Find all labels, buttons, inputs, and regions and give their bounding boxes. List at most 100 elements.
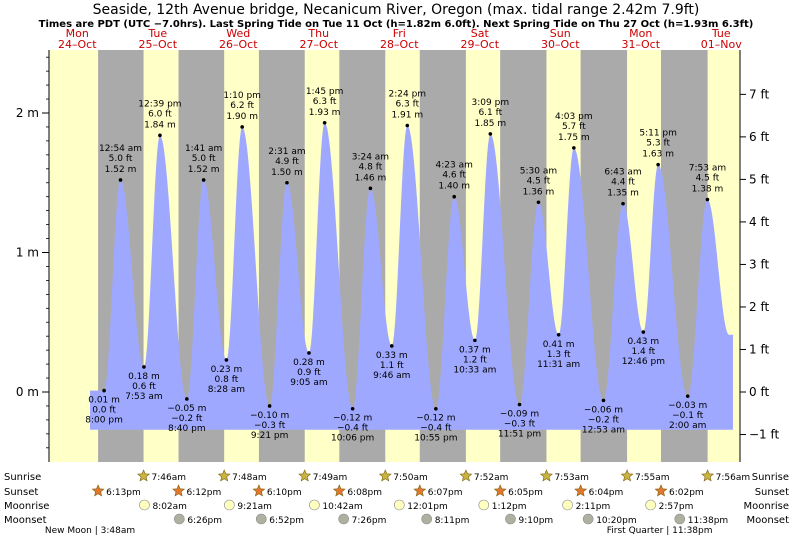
day-date: 27–Oct bbox=[299, 38, 338, 51]
tide-height-m: 0.18 m bbox=[128, 372, 160, 382]
sunrise-icon bbox=[459, 469, 473, 482]
sunrise-icon bbox=[378, 469, 392, 482]
tide-point bbox=[488, 132, 493, 136]
tide-height-m: 1.63 m bbox=[642, 150, 674, 160]
y-tick-label-ft: 7 ft bbox=[749, 87, 769, 101]
tide-height-ft: 1.2 ft bbox=[463, 355, 487, 365]
tide-point bbox=[185, 397, 189, 401]
sunrise-icon bbox=[137, 469, 151, 482]
tide-height-m: 1.91 m bbox=[391, 111, 423, 121]
sunset-time: 6:12pm bbox=[187, 488, 222, 498]
moonset-icon bbox=[582, 513, 594, 525]
moonrise-time: 9:21am bbox=[237, 502, 272, 512]
moonset-time: 8:11pm bbox=[435, 516, 470, 526]
moonrise-time: 8:02am bbox=[152, 502, 187, 512]
tide-height-ft: 0.6 ft bbox=[132, 382, 156, 392]
tide-time: 12:53 am bbox=[582, 425, 625, 435]
moonset-time: 6:26pm bbox=[187, 516, 222, 526]
moon-phase-label: First Quarter | 11:38pm bbox=[607, 526, 713, 536]
day-name: Wed bbox=[226, 27, 250, 40]
sunset-time: 6:02pm bbox=[669, 488, 704, 498]
tide-height-m: 0.28 m bbox=[293, 358, 325, 368]
sunset-time: 6:07pm bbox=[428, 488, 463, 498]
tide-time: 11:51 pm bbox=[498, 430, 541, 440]
tide-height-m: −0.05 m bbox=[167, 404, 206, 414]
sunset-icon bbox=[574, 484, 588, 497]
tide-time: 10:33 am bbox=[453, 365, 496, 375]
tide-time: 2:31 am bbox=[268, 147, 305, 157]
y-tick-label-ft: 4 ft bbox=[749, 215, 769, 229]
sunset-time: 6:10pm bbox=[267, 488, 302, 498]
sunrise-time: 7:56am bbox=[716, 473, 751, 483]
tide-time: 9:46 am bbox=[373, 371, 410, 381]
tide-height-m: 0.33 m bbox=[376, 351, 408, 361]
sunset-icon bbox=[493, 484, 507, 497]
tide-height-ft: 0.0 ft bbox=[92, 406, 116, 416]
moonset-time: 7:26pm bbox=[352, 516, 387, 526]
tide-time: 8:28 am bbox=[208, 385, 245, 395]
tide-point bbox=[452, 194, 457, 199]
moonrise-icon bbox=[645, 499, 656, 511]
tide-time: 7:53 am bbox=[689, 163, 726, 173]
tide-height-ft: 6.3 ft bbox=[395, 100, 419, 110]
tide-height-m: 0.23 m bbox=[211, 365, 243, 375]
tide-time: 8:00 pm bbox=[85, 416, 123, 426]
sunrise-time: 7:46am bbox=[152, 473, 187, 483]
tide-time: 11:31 am bbox=[537, 360, 580, 370]
day-name: Mon bbox=[629, 27, 652, 40]
moonset-icon bbox=[505, 513, 516, 525]
tide-time: 4:23 am bbox=[436, 161, 473, 171]
y-tick-label-ft: 3 ft bbox=[749, 257, 769, 271]
sunset-time: 6:05pm bbox=[508, 488, 543, 498]
tide-time: 8:40 pm bbox=[168, 424, 206, 434]
tide-height-ft: 4.8 ft bbox=[359, 162, 383, 172]
tide-point bbox=[641, 330, 646, 334]
tide-height-m: −0.06 m bbox=[584, 405, 623, 415]
sunset-icon bbox=[332, 484, 346, 497]
tide-height-ft: 4.9 ft bbox=[275, 157, 299, 167]
y-tick-label-ft: 5 ft bbox=[749, 172, 769, 186]
sunrise-icon bbox=[539, 469, 553, 482]
tide-height-m: 0.43 m bbox=[627, 337, 659, 347]
tide-time: 2:00 am bbox=[669, 421, 706, 431]
tide-point bbox=[572, 146, 576, 150]
tide-height-ft: 5.0 ft bbox=[192, 154, 216, 164]
tide-point bbox=[368, 186, 373, 191]
sunrise-time: 7:53am bbox=[554, 473, 589, 483]
sunset-icon bbox=[413, 484, 427, 497]
tide-height-m: 1.90 m bbox=[226, 112, 258, 122]
tide-time: 5:11 pm bbox=[639, 129, 677, 139]
tide-height-ft: −0.4 ft bbox=[420, 424, 452, 434]
sun-moon-events: Sunrise Sunrise 7:46am 7:48am 7:49am 7:50am 7:… bbox=[4, 469, 789, 536]
tide-point bbox=[434, 406, 438, 411]
tide-height-m: 0.37 m bbox=[459, 345, 491, 355]
tide-height-ft: 6.1 ft bbox=[478, 108, 502, 118]
sunset-icon bbox=[252, 484, 266, 497]
tide-height-ft: 0.9 ft bbox=[297, 368, 321, 378]
sunset-row-label-right: Sunset bbox=[755, 487, 789, 498]
y-tick-label-m: 0 m bbox=[16, 385, 39, 399]
tide-time: 1:41 am bbox=[185, 144, 222, 154]
tide-point bbox=[601, 398, 606, 403]
tide-time: 10:55 pm bbox=[414, 434, 457, 444]
tide-height-m: 1.38 m bbox=[692, 184, 724, 194]
tide-height-m: 1.52 m bbox=[188, 165, 220, 175]
tide-point bbox=[240, 125, 244, 129]
tide-point bbox=[224, 358, 229, 362]
tide-time: 5:30 am bbox=[520, 166, 557, 176]
sunset-icon bbox=[654, 484, 668, 497]
tide-height-m: 0.01 m bbox=[88, 396, 120, 406]
y-tick-label-ft: 2 ft bbox=[749, 300, 769, 314]
sunrise-time: 7:48am bbox=[232, 473, 267, 483]
moon-phase-label: New Moon | 3:48am bbox=[45, 526, 135, 536]
y-tick-label-ft: 1 ft bbox=[749, 342, 769, 356]
day-name: Tue bbox=[147, 27, 167, 40]
tide-height-m: 1.46 m bbox=[355, 173, 387, 183]
sunrise-icon bbox=[298, 469, 312, 482]
tide-point bbox=[517, 402, 522, 407]
day-name: Tue bbox=[711, 27, 731, 40]
moonset-icon bbox=[255, 513, 267, 525]
moonrise-icon bbox=[562, 499, 573, 511]
y-tick-label-m: 2 m bbox=[16, 106, 39, 120]
tide-height-ft: −0.3 ft bbox=[254, 421, 286, 431]
